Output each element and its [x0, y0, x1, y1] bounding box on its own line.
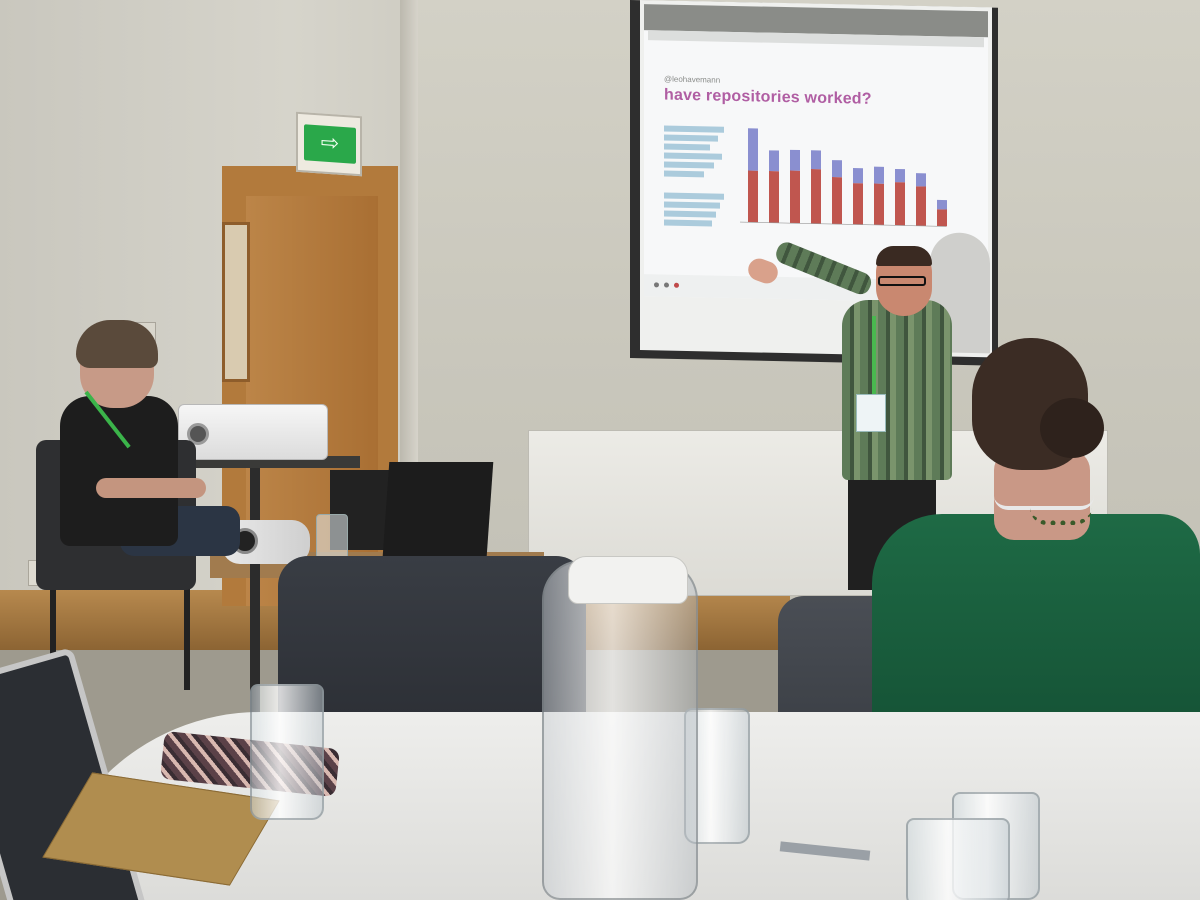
bar-segment: [895, 182, 905, 226]
seated-woman-arm: [96, 478, 206, 498]
bar-segment: [748, 128, 758, 171]
projection-screen: @leohavemann have repositories worked?: [640, 0, 992, 358]
exit-sign-panel: ⇨: [304, 124, 356, 164]
projector-stand-leg: [250, 466, 260, 746]
laptop: [382, 462, 494, 556]
water-glass: [250, 684, 324, 820]
bar-segment: [769, 150, 779, 172]
projector-lens: [187, 423, 209, 445]
bar-segment: [937, 209, 947, 227]
nav-dot: [664, 282, 669, 288]
presentation-slide: @leohavemann have repositories worked?: [644, 4, 988, 304]
nav-dot: [654, 282, 659, 288]
projector: [178, 404, 328, 460]
hair-bun: [1040, 398, 1104, 458]
bar-segment: [748, 170, 758, 223]
presenter-glasses: [878, 276, 926, 286]
running-man-arrow-icon: ⇨: [320, 130, 340, 157]
bar-segment: [832, 160, 842, 178]
bar-segment: [916, 173, 926, 187]
chair-legs: [50, 580, 190, 690]
seated-woman-body: [60, 396, 178, 546]
seated-woman-hair: [76, 320, 158, 368]
slide-title: have repositories worked?: [664, 86, 872, 108]
bar-segment: [811, 169, 821, 224]
slide-author-handle: @leohavemann: [664, 74, 721, 85]
bar-segment: [811, 150, 821, 170]
slide-body-text-blurred: [664, 123, 736, 231]
bar-segment: [937, 199, 947, 210]
bar-segment: [832, 177, 842, 225]
carafe-lid: [568, 556, 688, 604]
bar-segment: [916, 186, 926, 226]
water-carafe: [542, 560, 698, 900]
bar-segment: [874, 166, 884, 184]
presenter-plaid-shirt: [842, 300, 952, 480]
name-badge: [856, 394, 886, 432]
bar-segment: [895, 168, 905, 183]
nav-dot: [674, 282, 679, 288]
bar-segment: [853, 168, 863, 184]
bar-segment: [853, 183, 863, 225]
necklace: [1030, 508, 1092, 525]
upturned-glass: [906, 818, 1010, 900]
exit-sign: ⇨: [296, 111, 362, 177]
presenter-hair: [876, 246, 932, 266]
bar-segment: [874, 183, 884, 226]
slide-bar-chart: [740, 128, 947, 227]
door-window: [222, 222, 250, 382]
bar-segment: [790, 170, 800, 224]
bar-segment: [790, 149, 800, 171]
bar-segment: [769, 171, 779, 223]
lanyard: [872, 316, 876, 396]
